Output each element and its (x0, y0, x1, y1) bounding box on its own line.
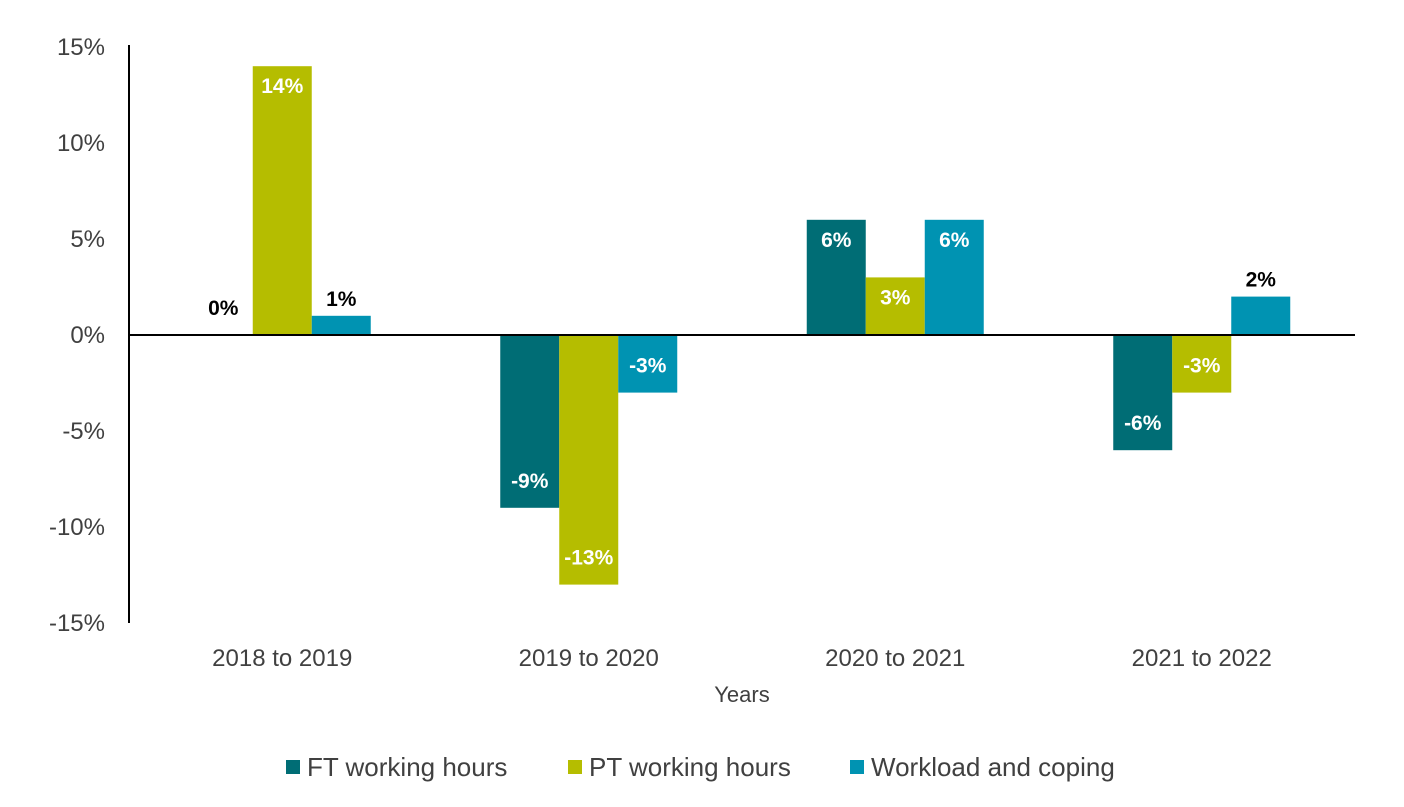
bars-layer (252, 66, 1291, 585)
bar (311, 315, 371, 335)
data-label: -3% (1183, 355, 1221, 378)
legend-swatch (568, 760, 582, 774)
bar (500, 335, 560, 508)
legend-label: Workload and coping (871, 752, 1115, 782)
legend: FT working hours PT working hours Workload… (286, 752, 1115, 782)
data-label: 3% (880, 286, 911, 309)
data-label: 6% (939, 229, 970, 252)
bar (865, 277, 925, 335)
data-label: -9% (511, 470, 549, 493)
y-tick-label: -5% (62, 418, 105, 445)
bar (1231, 296, 1291, 335)
data-label: 14% (261, 75, 303, 98)
data-label: -13% (564, 547, 613, 570)
legend-swatch (286, 760, 300, 774)
data-label: -3% (629, 355, 667, 378)
y-tick-labels: 15% 10% 5% 0% -5% -10% -15% (49, 34, 105, 637)
data-label: 1% (326, 288, 357, 311)
data-label: 0% (208, 297, 239, 320)
data-label: 2% (1246, 269, 1277, 292)
bar (252, 66, 312, 335)
legend-label: FT working hours (307, 752, 507, 782)
x-tick-label: 2019 to 2020 (519, 645, 659, 672)
data-label: -6% (1124, 412, 1162, 435)
y-tick-label: -15% (49, 610, 105, 637)
x-tick-label: 2018 to 2019 (212, 645, 352, 672)
x-tick-label: 2021 to 2022 (1132, 645, 1272, 672)
x-tick-label: 2020 to 2021 (825, 645, 965, 672)
bar (1113, 335, 1173, 451)
bar (1172, 335, 1232, 393)
data-labels-layer: 0% 14% 1% -9% -13% -3% 6% 3% 6% -6% -3% 2% (208, 75, 1276, 569)
bar (924, 219, 984, 335)
y-tick-label: -10% (49, 514, 105, 541)
y-tick-label: 0% (70, 322, 105, 349)
legend-swatch (850, 760, 864, 774)
x-axis-title: Years (714, 682, 769, 707)
y-tick-label: 5% (70, 226, 105, 253)
bar (618, 335, 678, 393)
y-tick-label: 10% (57, 130, 105, 157)
x-tick-labels: 2018 to 2019 2019 to 2020 2020 to 2021 2021… (212, 645, 1272, 672)
bar (806, 219, 866, 335)
y-tick-label: 15% (57, 34, 105, 61)
bar (559, 335, 619, 585)
data-label: 6% (821, 229, 852, 252)
legend-label: PT working hours (589, 752, 791, 782)
